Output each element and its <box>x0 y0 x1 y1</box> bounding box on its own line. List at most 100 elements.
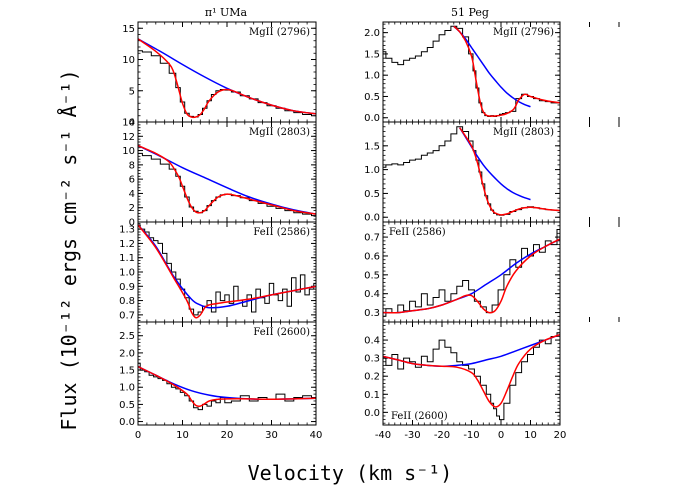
y-tick-label: 6 <box>129 175 135 186</box>
panel-3: 0.0 0.5 1.0 1.5 2.0 2.5 0 10 20 30 40 FeII (2600) <box>119 321 323 441</box>
y-tick-label: 2.5 <box>119 331 135 342</box>
panel-series <box>138 144 316 217</box>
series-fit <box>138 144 316 215</box>
y-tick-label: 0.7 <box>364 233 380 244</box>
series-observed <box>383 25 560 117</box>
y-tick-label: 0.0 <box>364 113 380 124</box>
panel-series <box>138 38 316 119</box>
panel-line-label: MgII (2803) <box>493 127 554 138</box>
y-tick-label: 0.0 <box>119 417 135 428</box>
x-tick-label: -10 <box>463 430 479 441</box>
y-tick-label: 14 <box>122 118 135 129</box>
series-fit <box>138 224 316 319</box>
series-observed <box>138 362 316 411</box>
x-tick-label: -30 <box>404 430 420 441</box>
y-tick-label: 0 <box>129 218 135 229</box>
y-tick-label: 0.2 <box>364 372 380 383</box>
y-tick-label: 0.5 <box>364 270 380 281</box>
x-tick-label: 0 <box>498 430 504 441</box>
y-tick-label: 1.0 <box>364 71 380 82</box>
panel-line-label: FeII (2586) <box>389 227 446 238</box>
x-tick-label: 20 <box>221 430 234 441</box>
panel-series <box>383 126 560 216</box>
series-fit <box>453 25 560 117</box>
x-tick-label: -40 <box>375 430 391 441</box>
series-observed <box>383 332 560 421</box>
y-tick-label: 1.5 <box>119 366 135 377</box>
x-tick-label: 10 <box>176 430 189 441</box>
panel-series <box>138 362 316 411</box>
x-axis-title: Velocity (km s⁻¹) <box>248 461 453 485</box>
y-tick-label: 0.7 <box>119 310 135 321</box>
panel-5: 0.0 0.5 1.0 1.5 MgII (2803) <box>364 121 620 224</box>
y-tick-label: 10 <box>122 146 135 157</box>
panel-line-label: MgII (2796) <box>249 27 310 38</box>
panel-series <box>383 229 560 317</box>
y-tick-label: 1.5 <box>364 49 380 60</box>
y-tick-label: 1.3 <box>119 225 135 236</box>
y-tick-label: 0.1 <box>364 390 380 401</box>
panel-frame <box>382 321 561 426</box>
y-tick-label: 0.3 <box>364 308 380 319</box>
x-tick-label: 40 <box>310 430 323 441</box>
series-observed <box>383 126 560 216</box>
y-tick-label: 0.4 <box>364 289 380 300</box>
y-tick-label: 1.2 <box>119 239 135 250</box>
col-title-right: 51 Peg <box>451 6 489 19</box>
panel-6: 0.3 0.4 0.5 0.6 0.7 FeII (2586) <box>364 221 620 323</box>
y-tick-label: 1.1 <box>119 253 135 264</box>
x-tick-label: 20 <box>554 430 567 441</box>
y-tick-label: 1.0 <box>119 268 135 279</box>
x-tick-label: -20 <box>434 430 450 441</box>
y-tick-label: 12 <box>122 132 135 143</box>
y-tick-label: 1.5 <box>364 141 380 152</box>
col-title-left: π¹ UMa <box>205 6 248 19</box>
panel-series <box>383 25 560 117</box>
panel-0: 0 5 10 15 MgII (2796) <box>122 21 317 129</box>
y-axis-title: Flux (10⁻¹² ergs cm⁻² s⁻¹ Å⁻¹) <box>57 69 81 430</box>
x-tick-label: 0 <box>135 430 141 441</box>
y-tick-label: 0.0 <box>364 213 380 224</box>
panel-1: 0 2 4 6 8 10 12 14 MgII (2803) <box>122 118 317 229</box>
x-tick-label: 30 <box>265 430 278 441</box>
panel-line-label: FeII (2600) <box>253 327 310 338</box>
y-tick-label: 2.0 <box>364 28 380 39</box>
y-tick-label: 5 <box>129 86 135 97</box>
series-intrinsic <box>138 144 316 215</box>
panel-line-label: FeII (2600) <box>391 411 448 422</box>
series-fit <box>383 333 560 408</box>
y-tick-label: 4 <box>129 189 135 200</box>
panel-series <box>383 332 560 421</box>
series-fit <box>138 38 316 119</box>
y-tick-label: 0.4 <box>364 336 380 347</box>
series-intrinsic <box>453 25 531 108</box>
y-tick-label: 0.8 <box>119 296 135 307</box>
y-tick-label: 1.0 <box>119 383 135 394</box>
y-tick-label: 8 <box>129 160 135 171</box>
panel-4: 0.0 0.5 1.0 1.5 2.0 MgII (2796) <box>364 21 620 124</box>
series-intrinsic <box>138 365 316 401</box>
series-fit <box>138 365 316 408</box>
y-tick-label: 2.0 <box>119 348 135 359</box>
y-tick-label: 0.6 <box>364 251 380 262</box>
series-observed <box>383 229 560 317</box>
y-tick-label: 2 <box>129 203 135 214</box>
panel-series <box>138 224 316 319</box>
y-tick-label: 15 <box>122 24 135 35</box>
y-tick-label: 0.5 <box>364 92 380 103</box>
panel-line-label: MgII (2803) <box>249 127 310 138</box>
panel-frame <box>137 321 317 426</box>
panel-line-label: MgII (2796) <box>493 27 554 38</box>
series-fit <box>383 238 560 314</box>
y-tick-label: 0.5 <box>364 189 380 200</box>
y-tick-label: 0.5 <box>119 400 135 411</box>
x-tick-label: 10 <box>524 430 537 441</box>
series-observed <box>138 224 316 316</box>
series-fit <box>459 127 560 216</box>
y-tick-label: 10 <box>122 55 135 66</box>
y-tick-label: 0.3 <box>364 354 380 365</box>
y-tick-label: 1.0 <box>364 165 380 176</box>
panel-7: 0.0 0.1 0.2 0.3 0.4 -40 -30 -20 -10 0 10 20 FeII (26… <box>364 321 567 441</box>
